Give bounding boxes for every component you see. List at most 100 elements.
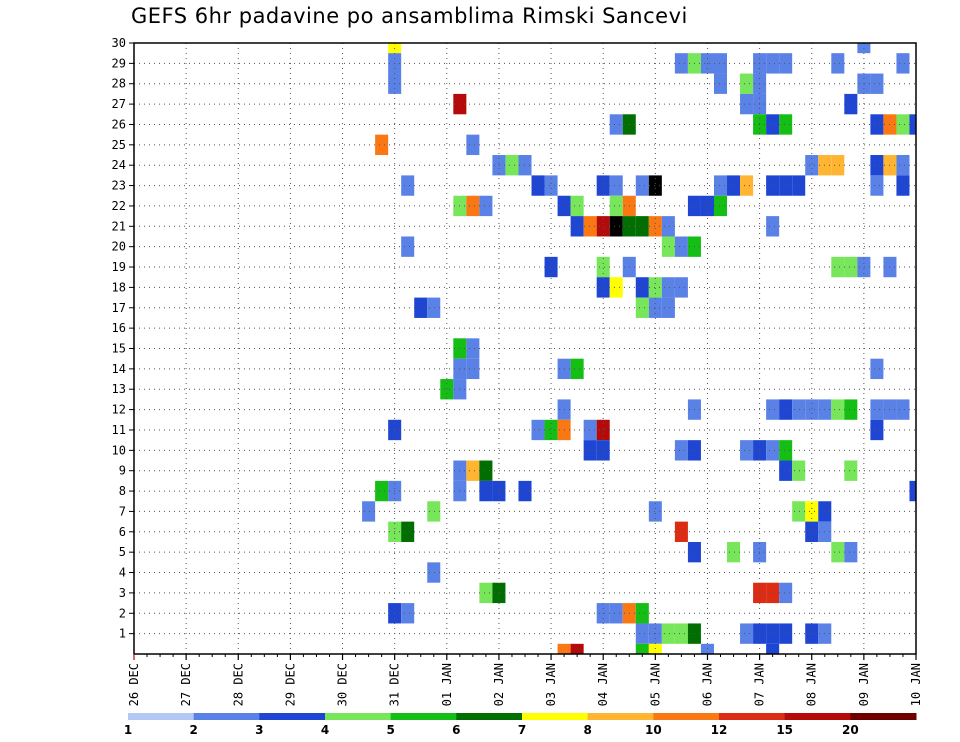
heatmap-cell — [779, 440, 793, 461]
heatmap-cell — [427, 501, 441, 522]
y-tick-label: 24 — [112, 158, 126, 172]
heatmap-cell — [779, 53, 793, 74]
heatmap-cell — [831, 53, 845, 74]
cells-layer — [362, 43, 916, 654]
heatmap-cell — [831, 155, 845, 176]
heatmap-cell — [648, 277, 662, 298]
colorbar-label: 12 — [711, 723, 728, 737]
heatmap-cell — [466, 195, 480, 217]
y-tick-label: 19 — [112, 260, 126, 274]
y-tick-label: 3 — [119, 586, 126, 600]
colorbar-swatch — [325, 713, 392, 720]
heatmap-cell — [805, 521, 819, 542]
heatmap-cell — [635, 277, 649, 298]
colorbar-label: 15 — [776, 723, 793, 737]
heatmap-cell — [557, 643, 571, 654]
y-tick-label: 26 — [112, 117, 126, 131]
heatmap-cell — [544, 419, 558, 441]
heatmap-cell — [740, 93, 754, 115]
heatmap-cell — [740, 623, 754, 644]
heatmap-cell — [766, 643, 780, 654]
heatmap-cell — [596, 256, 610, 278]
heatmap-cell — [479, 582, 493, 604]
y-tick-label: 6 — [119, 525, 126, 539]
heatmap-cell — [766, 440, 780, 461]
heatmap-cell — [635, 623, 649, 644]
heatmap-cell — [870, 419, 884, 441]
x-tick-label: 07 JAN — [753, 663, 767, 706]
heatmap-cell — [596, 419, 610, 441]
heatmap-cell — [648, 297, 662, 318]
heatmap-cell — [896, 399, 910, 420]
heatmap-cell — [596, 277, 610, 298]
heatmap-cell — [570, 643, 584, 654]
x-tick-label: 03 JAN — [544, 663, 558, 706]
x-tick-label: 27 DEC — [179, 663, 193, 706]
heatmap-cell — [531, 175, 545, 196]
heatmap-cell — [596, 440, 610, 461]
heatmap-cell — [583, 419, 597, 441]
heatmap-cell — [570, 216, 584, 237]
x-tick-label: 08 JAN — [805, 663, 819, 706]
y-tick-label: 5 — [119, 545, 126, 559]
heatmap-cell — [805, 501, 819, 522]
heatmap-cell — [713, 73, 728, 94]
colorbar-swatch — [456, 713, 523, 720]
heatmap-cell — [609, 175, 623, 196]
heatmap-cell — [427, 297, 441, 318]
heatmap-cell — [779, 399, 793, 420]
colorbar-swatch — [784, 713, 851, 720]
colorbar-label: 2 — [189, 723, 197, 737]
heatmap-cell — [375, 134, 389, 156]
heatmap-cell — [401, 236, 415, 257]
y-tick-label: 29 — [112, 56, 126, 70]
y-tick-label: 7 — [119, 504, 126, 518]
heatmap-cell — [831, 256, 845, 278]
y-tick-label: 17 — [112, 301, 126, 315]
heatmap-cell — [596, 216, 610, 237]
heatmap-cell — [479, 195, 493, 217]
heatmap-cell — [857, 256, 871, 278]
heatmap-cell — [779, 582, 793, 604]
heatmap-cell — [870, 358, 884, 380]
heatmap-cell — [466, 460, 480, 481]
heatmap-cell — [727, 541, 741, 563]
heatmap-cell — [609, 277, 623, 298]
heatmap-cell — [674, 277, 688, 298]
heatmap-cell — [635, 603, 649, 624]
heatmap-cell — [466, 358, 480, 380]
heatmap-cell — [609, 216, 623, 237]
heatmap-cell — [674, 53, 688, 74]
heatmap-cell — [570, 195, 584, 217]
heatmap-cell — [779, 114, 793, 135]
colorbar-swatch — [128, 713, 195, 720]
heatmap-cell — [909, 114, 916, 135]
colorbar-swatch — [719, 713, 786, 720]
heatmap-cell — [674, 236, 688, 257]
heatmap-cell — [766, 623, 780, 644]
y-tick-label: 1 — [119, 627, 126, 641]
heatmap-cell — [831, 541, 845, 563]
heatmap-cell — [844, 460, 858, 481]
heatmap-cell — [440, 379, 454, 400]
x-tick-label: 05 JAN — [648, 663, 662, 706]
colorbar-label: 7 — [518, 723, 526, 737]
y-tick-label: 27 — [112, 97, 126, 111]
colorbar-swatch — [193, 713, 260, 720]
y-tick-label: 12 — [112, 403, 126, 417]
heatmap-cell — [609, 114, 623, 135]
heatmap-cell — [570, 358, 584, 380]
heatmap-cell — [766, 114, 780, 135]
x-tick-label: 29 DEC — [283, 663, 297, 706]
colorbar-label: 1 — [124, 723, 132, 737]
heatmap-cell — [466, 134, 480, 156]
y-tick-label: 21 — [112, 219, 126, 233]
y-axis: 1234567891011121314151617181920212223242… — [112, 36, 134, 641]
heatmap-cell — [544, 175, 558, 196]
colorbar-label: 8 — [583, 723, 591, 737]
heatmap-cell — [635, 216, 649, 237]
colorbar-swatch — [522, 713, 589, 720]
heatmap-cell — [362, 501, 376, 522]
heatmap-cell — [583, 440, 597, 461]
y-tick-label: 30 — [112, 36, 126, 50]
